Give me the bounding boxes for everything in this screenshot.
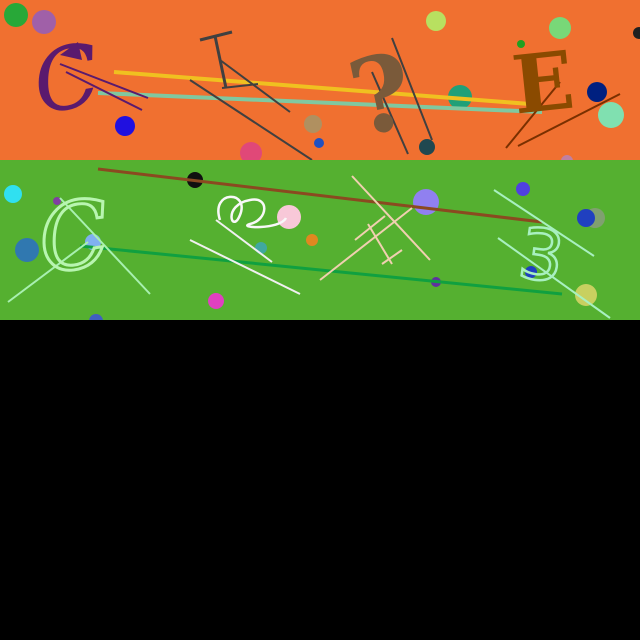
decorative-line <box>213 35 228 89</box>
decorative-dot <box>633 27 640 39</box>
decorative-dot <box>4 185 22 203</box>
bottom-panel-background <box>0 160 640 320</box>
decorative-dot <box>277 205 301 229</box>
decorative-line <box>497 237 611 319</box>
decorative-dot <box>419 139 435 155</box>
decorative-line <box>493 189 595 257</box>
decorative-dot <box>314 138 324 148</box>
decorative-line <box>7 241 89 303</box>
decorative-dot <box>516 182 530 196</box>
decorative-dot <box>306 234 318 246</box>
empty-black-area <box>0 320 640 640</box>
squiggle-mark <box>217 195 288 229</box>
decorative-line <box>319 207 413 281</box>
decorative-dot <box>525 266 537 278</box>
decorative-line <box>113 70 531 106</box>
top-noise-canvas: C ? E <box>0 0 640 160</box>
decorative-line <box>221 83 259 89</box>
decorative-line <box>505 81 561 149</box>
decorative-line <box>189 79 313 160</box>
decorative-dot <box>517 40 525 48</box>
decorative-line <box>97 91 543 114</box>
decorative-dot <box>53 197 61 205</box>
decorative-line <box>59 197 151 295</box>
decorative-dot <box>575 284 597 306</box>
decorative-line <box>367 223 393 265</box>
glyph-c-arrowhead <box>60 42 82 60</box>
decorative-line <box>371 71 409 155</box>
bottom-noise-panel: C 3 <box>0 160 640 320</box>
decorative-dot <box>304 115 322 133</box>
decorative-dot <box>240 142 262 160</box>
decorative-dot <box>549 17 571 39</box>
decorative-dot <box>587 82 607 102</box>
decorative-dot <box>598 102 624 128</box>
decorative-dot <box>32 10 56 34</box>
decorative-line <box>219 59 291 113</box>
decorative-line <box>189 239 301 295</box>
decorative-line <box>65 71 143 111</box>
decorative-dot <box>413 189 439 215</box>
decorative-dot <box>15 238 39 262</box>
decorative-dot <box>385 64 397 76</box>
decorative-dot <box>89 314 103 320</box>
decorative-line <box>381 249 403 265</box>
decorative-dot <box>208 293 224 309</box>
decorative-dot <box>561 155 573 160</box>
bottom-noise-canvas: C 3 <box>0 160 640 320</box>
top-noise-panel: C ? E <box>0 0 640 160</box>
decorative-line <box>97 167 543 224</box>
decorative-dot <box>255 242 267 254</box>
decorative-dot <box>577 209 595 227</box>
decorative-line <box>215 219 273 263</box>
decorative-line <box>59 63 149 99</box>
decorative-dot <box>115 116 135 136</box>
glyph-e: E <box>508 33 578 133</box>
decorative-line <box>391 37 433 141</box>
decorative-line <box>351 175 431 261</box>
decorative-line <box>79 244 563 296</box>
top-panel-background <box>0 0 640 160</box>
decorative-line <box>517 93 621 147</box>
glyph-c-outline: C <box>32 179 117 295</box>
decorative-dot <box>4 3 28 27</box>
decorative-dot <box>426 11 446 31</box>
